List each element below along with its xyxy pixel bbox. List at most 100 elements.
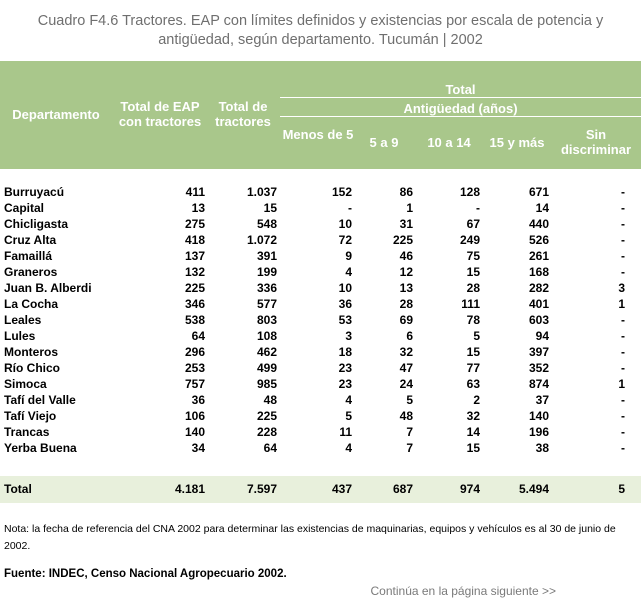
cell-5-a-9: 32 <box>399 345 413 359</box>
cell-menos-5: 72 <box>338 233 352 247</box>
cell-total-eap: 64 <box>191 329 205 343</box>
cell-total-tractores: 985 <box>256 377 277 391</box>
cell-sin-discriminar: 1 <box>618 297 625 311</box>
cell-menos-5: 4 <box>345 441 352 455</box>
cell-5-a-9: 69 <box>399 313 413 327</box>
cell-total-eap: 137 <box>184 249 205 263</box>
cell-menos-5: 23 <box>338 361 352 375</box>
cell-5-a-9: 48 <box>399 409 413 423</box>
header-total: Total <box>445 82 476 97</box>
cell-15-y-mas: 401 <box>528 297 549 311</box>
table-note: Nota: la fecha de referencia del CNA 200… <box>4 523 616 552</box>
cell-departamento: Río Chico <box>4 361 60 375</box>
cell-total-eap: 538 <box>184 313 205 327</box>
cell-total-eap: 13 <box>191 201 205 215</box>
cell-15-y-mas: 196 <box>528 425 549 439</box>
cell-5-a-9: 7 <box>406 425 413 439</box>
header-antiguedad: Antigüedad (años) <box>403 101 518 116</box>
cell-5-a-9: 13 <box>399 281 413 295</box>
cell-15-y-mas: 140 <box>528 409 549 423</box>
cell-10-a-14: 67 <box>466 217 480 231</box>
cell-menos-5: 23 <box>338 377 352 391</box>
cell-total-eap: 140 <box>184 425 205 439</box>
total-tractores: 7.597 <box>246 482 277 496</box>
cell-menos-5: 53 <box>338 313 352 327</box>
cell-menos-5: 18 <box>338 345 352 359</box>
table-body <box>0 169 641 472</box>
cell-departamento: Tafí del Valle <box>4 393 76 407</box>
cell-departamento: Cruz Alta <box>4 233 57 247</box>
table-source: Fuente: INDEC, Censo Nacional Agropecuar… <box>4 568 287 580</box>
cell-total-eap: 225 <box>184 281 205 295</box>
total-5-a-9: 687 <box>392 482 413 496</box>
header-10-a-14: 10 a 14 <box>427 135 471 150</box>
cell-total-eap: 757 <box>184 377 205 391</box>
cell-10-a-14: 128 <box>459 185 480 199</box>
cell-menos-5: 4 <box>345 393 352 407</box>
cell-departamento: Leales <box>4 313 42 327</box>
table-title-line-2: antigüedad, según departamento. Tucumán … <box>158 32 483 48</box>
table-row: Burruyacú 411 1.037 152 86 128 671 - <box>0 184 641 200</box>
cell-10-a-14: 15 <box>466 265 480 279</box>
cell-15-y-mas: 168 <box>528 265 549 279</box>
table-row: Capital 13 15 - 1 - 14 - <box>0 200 641 216</box>
cell-total-tractores: 48 <box>263 393 277 407</box>
cell-sin-discriminar: - <box>621 425 625 439</box>
cell-total-tractores: 548 <box>256 217 277 231</box>
cell-15-y-mas: 397 <box>528 345 549 359</box>
table-row: Graneros 132 199 4 12 15 168 - <box>0 264 641 280</box>
total-eap: 4.181 <box>174 482 205 496</box>
cell-departamento: Monteros <box>4 345 58 359</box>
total-sin-discriminar: 5 <box>618 482 625 496</box>
cell-sin-discriminar: - <box>621 249 625 263</box>
cell-total-tractores: 391 <box>256 249 277 263</box>
cell-10-a-14: 78 <box>466 313 480 327</box>
cell-total-eap: 106 <box>184 409 205 423</box>
cell-departamento: Graneros <box>4 265 58 279</box>
table-row: Chicligasta 275 548 10 31 67 440 - <box>0 216 641 232</box>
cell-total-tractores: 64 <box>263 441 277 455</box>
table-row: Trancas 140 228 11 7 14 196 - <box>0 424 641 440</box>
cell-menos-5: 10 <box>338 217 352 231</box>
cell-total-tractores: 199 <box>256 265 277 279</box>
cell-total-tractores: 577 <box>256 297 277 311</box>
cell-10-a-14: 111 <box>461 297 480 311</box>
cell-5-a-9: 86 <box>399 185 413 199</box>
cell-5-a-9: 47 <box>399 361 413 375</box>
cell-total-tractores: 1.072 <box>246 233 277 247</box>
cell-total-tractores: 336 <box>256 281 277 295</box>
table-header: Departamento Total de EAP con tractores … <box>0 61 641 169</box>
cell-10-a-14: - <box>476 201 480 215</box>
continue-link[interactable]: Continúa en la página siguiente >> <box>370 584 556 598</box>
cell-15-y-mas: 38 <box>535 441 549 455</box>
cell-10-a-14: 14 <box>466 425 480 439</box>
cell-sin-discriminar: - <box>621 265 625 279</box>
cell-15-y-mas: 282 <box>528 281 549 295</box>
header-total-tractores: Total de tractores <box>215 99 271 129</box>
cell-menos-5: 36 <box>338 297 352 311</box>
cell-5-a-9: 24 <box>399 377 413 391</box>
cell-total-eap: 275 <box>184 217 205 231</box>
cell-5-a-9: 31 <box>399 217 413 231</box>
cell-departamento: Capital <box>4 201 45 215</box>
cell-departamento: Lules <box>4 329 36 343</box>
cell-total-eap: 346 <box>184 297 205 311</box>
cell-departamento: Simoca <box>4 377 47 391</box>
cell-sin-discriminar: 3 <box>618 281 625 295</box>
cell-5-a-9: 5 <box>406 393 413 407</box>
cell-10-a-14: 2 <box>473 393 480 407</box>
cell-5-a-9: 225 <box>392 233 413 247</box>
table-row: Famaillá 137 391 9 46 75 261 - <box>0 248 641 264</box>
header-5-a-9: 5 a 9 <box>369 135 399 150</box>
cell-total-tractores: 1.037 <box>246 185 277 199</box>
cell-total-eap: 411 <box>185 185 205 199</box>
header-15-y-mas: 15 y más <box>489 135 545 150</box>
cell-sin-discriminar: - <box>621 329 625 343</box>
cell-15-y-mas: 352 <box>528 361 549 375</box>
cell-sin-discriminar: - <box>621 233 625 247</box>
cell-total-eap: 253 <box>184 361 205 375</box>
cell-departamento: Juan B. Alberdi <box>4 281 92 295</box>
cell-total-tractores: 225 <box>256 409 277 423</box>
table-title: Cuadro F4.6 Tractores. EAP con límites d… <box>0 12 641 50</box>
cell-departamento: Burruyacú <box>4 185 65 199</box>
